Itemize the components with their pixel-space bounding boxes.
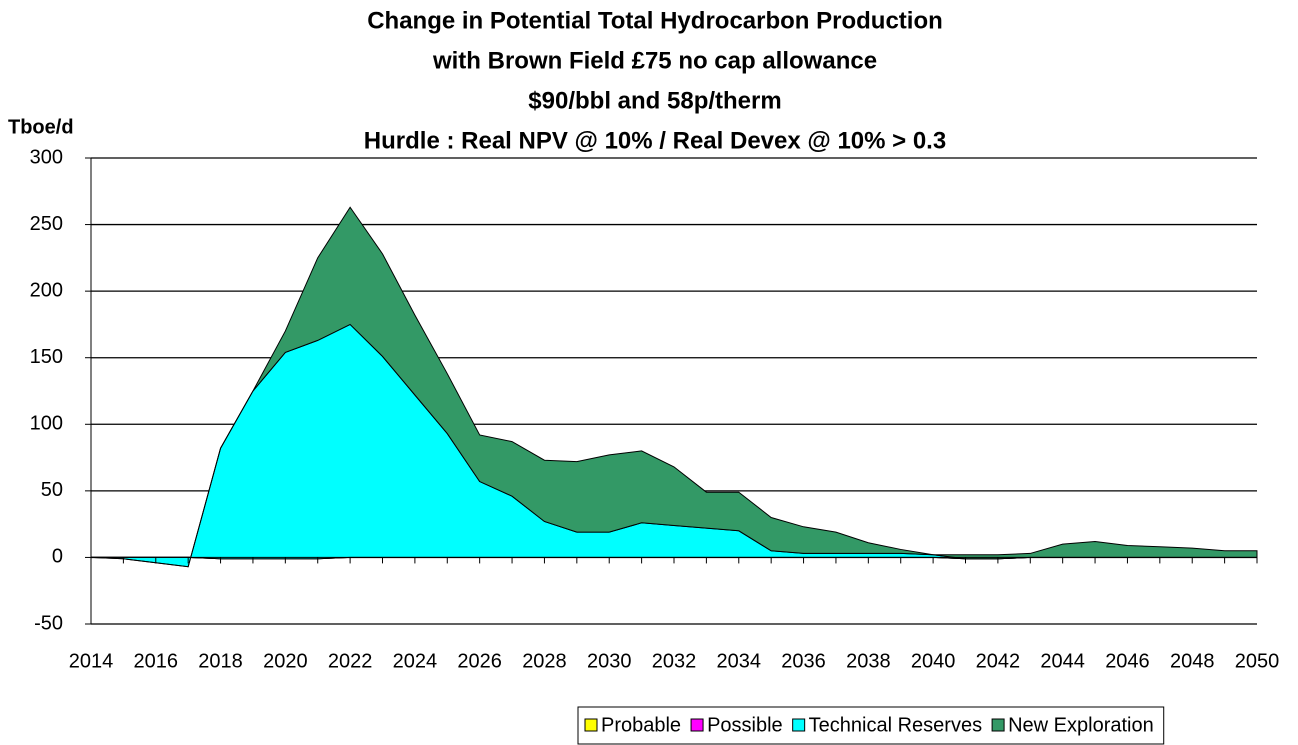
legend-label: Probable bbox=[601, 714, 681, 736]
x-tick-label: 2042 bbox=[976, 650, 1021, 672]
chart-title: with Brown Field £75 no cap allowance bbox=[432, 47, 877, 74]
chart-title: Change in Potential Total Hydrocarbon Pr… bbox=[367, 7, 943, 34]
y-axis-label: Tboe/d bbox=[8, 116, 74, 138]
legend-label: Possible bbox=[707, 714, 783, 736]
x-tick-label: 2018 bbox=[198, 650, 243, 672]
x-tick-label: 2030 bbox=[587, 650, 632, 672]
x-tick-label: 2014 bbox=[69, 650, 114, 672]
y-tick-label: 0 bbox=[52, 546, 63, 568]
area bbox=[90, 206, 1258, 568]
chart-title: Hurdle : Real NPV @ 10% / Real Devex @ 1… bbox=[364, 127, 946, 154]
x-tick-label: 2046 bbox=[1105, 650, 1150, 672]
legend-swatch bbox=[690, 718, 704, 732]
x-tick-label: 2020 bbox=[263, 650, 308, 672]
x-tick-label: 2038 bbox=[846, 650, 891, 672]
x-tick-label: 2024 bbox=[393, 650, 438, 672]
y-tick-label: 300 bbox=[30, 146, 63, 168]
legend-swatch bbox=[792, 718, 806, 732]
legend-label: Technical Reserves bbox=[809, 714, 982, 736]
legend-swatch bbox=[584, 718, 598, 732]
x-tick-label: 2050 bbox=[1235, 650, 1280, 672]
y-tick-label: 50 bbox=[41, 479, 63, 501]
x-tick-label: 2026 bbox=[457, 650, 502, 672]
y-tick-label: 150 bbox=[30, 346, 63, 368]
area bbox=[90, 323, 1257, 568]
y-tick-label: 250 bbox=[30, 213, 63, 235]
y-tick-label: 200 bbox=[30, 279, 63, 301]
legend-label: New Exploration bbox=[1008, 714, 1154, 736]
y-tick-label: -50 bbox=[34, 612, 63, 634]
chart-title: $90/bbl and 58p/therm bbox=[528, 87, 781, 114]
x-tick-label: 2032 bbox=[652, 650, 697, 672]
x-tick-label: 2016 bbox=[134, 650, 179, 672]
x-tick-label: 2034 bbox=[717, 650, 762, 672]
x-tick-label: 2040 bbox=[911, 650, 956, 672]
x-tick-label: 2044 bbox=[1040, 650, 1085, 672]
legend-swatch bbox=[991, 718, 1005, 732]
x-tick-label: 2036 bbox=[781, 650, 826, 672]
x-tick-label: 2048 bbox=[1170, 650, 1215, 672]
y-tick-label: 100 bbox=[30, 413, 63, 435]
x-tick-label: 2022 bbox=[328, 650, 373, 672]
legend-box bbox=[577, 706, 1165, 745]
x-tick-label: 2028 bbox=[522, 650, 567, 672]
